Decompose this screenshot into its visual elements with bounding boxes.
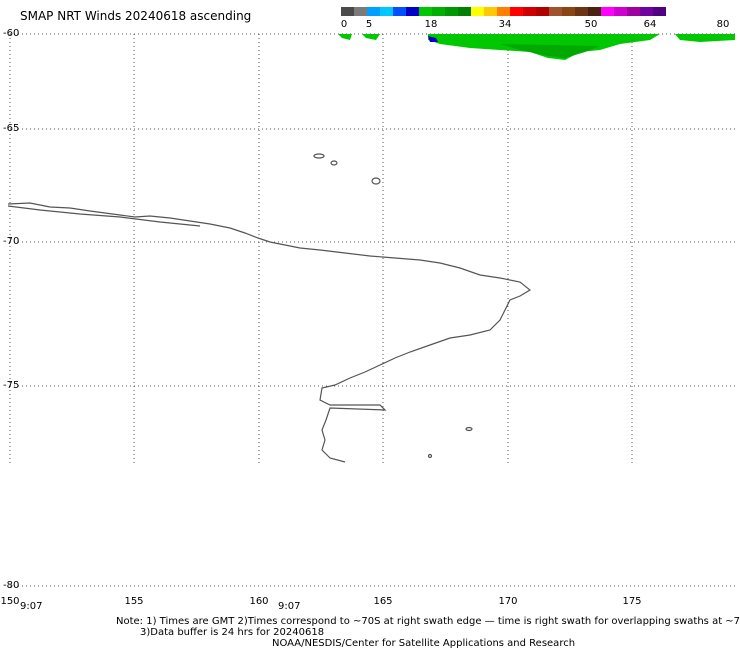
colorbar-swatch	[445, 7, 458, 16]
colorbar-swatch	[640, 7, 653, 16]
longitude-label: 155	[124, 596, 144, 607]
map-title: SMAP NRT Winds 20240618 ascending	[20, 9, 252, 23]
latitude-label: -60	[3, 28, 20, 39]
coastline-antarctica	[7, 153, 532, 463]
colorbar-swatch	[601, 7, 614, 16]
colorbar-swatch	[367, 7, 380, 16]
colorbar-label: 64	[643, 19, 657, 30]
colorbar-swatch	[614, 7, 627, 16]
graticule	[9, 33, 735, 587]
longitude-label: 170	[498, 596, 518, 607]
colorbar-swatch	[653, 7, 666, 16]
colorbar-swatch	[536, 7, 549, 16]
colorbar-swatch	[458, 7, 471, 16]
colorbar-swatch	[380, 7, 393, 16]
colorbar-swatch	[588, 7, 601, 16]
wind-speed-colorbar	[341, 7, 666, 16]
colorbar-swatch	[393, 7, 406, 16]
colorbar-swatch	[471, 7, 484, 16]
note-line: 3)Data buffer is 24 hrs for 20240618	[140, 627, 325, 638]
time-label: 9:07	[20, 601, 43, 612]
longitude-label: 160	[249, 596, 269, 607]
colorbar-label: 5	[365, 19, 373, 30]
colorbar-swatch	[354, 7, 367, 16]
colorbar-label: 18	[424, 19, 438, 30]
colorbar-label: 34	[498, 19, 512, 30]
colorbar-swatch	[523, 7, 536, 16]
colorbar-swatch	[575, 7, 588, 16]
note-line: Note: 1) Times are GMT 2)Times correspon…	[116, 616, 740, 627]
latitude-label: -70	[3, 236, 20, 247]
colorbar-swatch	[406, 7, 419, 16]
colorbar-label: 80	[716, 19, 730, 30]
colorbar-swatch	[341, 7, 354, 16]
latitude-label: -75	[3, 380, 20, 391]
colorbar-swatch	[484, 7, 497, 16]
time-label: 9:07	[278, 601, 301, 612]
colorbar-swatch	[432, 7, 445, 16]
latitude-label: -80	[3, 580, 20, 591]
colorbar-swatch	[510, 7, 523, 16]
note-line: NOAA/NESDIS/Center for Satellite Applica…	[272, 638, 576, 649]
longitude-label: 165	[373, 596, 393, 607]
colorbar-label: 0	[340, 19, 348, 30]
notes: Note: 1) Times are GMT 2)Times correspon…	[116, 616, 740, 649]
colorbar-swatch	[562, 7, 575, 16]
colorbar-swatch	[549, 7, 562, 16]
longitude-label: 150	[0, 596, 20, 607]
latitude-label: -65	[3, 123, 20, 134]
colorbar-swatch	[497, 7, 510, 16]
colorbar-label: 50	[584, 19, 598, 30]
colorbar-swatch	[627, 7, 640, 16]
colorbar-swatch	[419, 7, 432, 16]
longitude-label: 175	[622, 596, 642, 607]
wind-swath-top	[338, 34, 735, 60]
